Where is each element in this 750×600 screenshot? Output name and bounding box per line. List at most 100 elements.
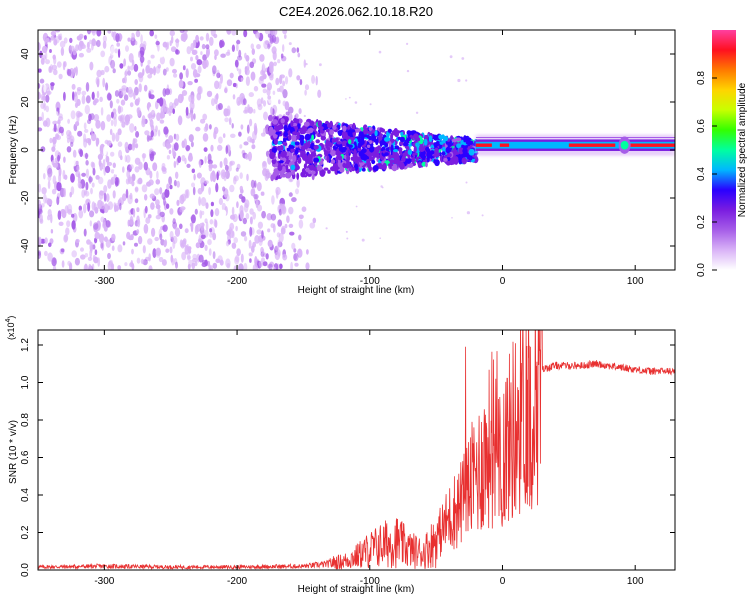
spectrogram-noise-blob — [38, 68, 42, 73]
spectrogram-band-blob — [275, 131, 282, 135]
spectrogram-noise-blob — [175, 261, 178, 269]
spectrogram-band-blob — [290, 148, 295, 153]
spectrogram-noise-blob — [83, 35, 87, 40]
spectrogram-band-blob — [327, 122, 333, 129]
spectrogram-noise-blob — [288, 192, 293, 197]
spectrogram-noise-blob — [196, 59, 203, 66]
spectrogram-noise-blob — [256, 44, 261, 50]
spectrogram-noise-blob — [267, 239, 273, 248]
spectrogram-noise-blob — [85, 168, 89, 179]
spectrogram-sparse-dot — [465, 79, 468, 82]
spectrogram-noise-blob — [44, 250, 48, 257]
spectrogram-noise-blob — [67, 260, 71, 266]
spectrogram-noise-blob — [172, 68, 177, 74]
spectrogram-noise-blob — [261, 83, 267, 88]
spectrogram-noise-blob — [157, 64, 161, 69]
spectrogram-noise-blob — [109, 128, 113, 136]
colorbar-axis: 0.0 0.2 0.4 0.6 0.8 — [696, 71, 717, 277]
spectrogram-noise-blob — [90, 187, 93, 195]
spectrogram-noise-blob — [251, 144, 256, 150]
snr-y-tick-label: 0.8 — [20, 413, 31, 427]
spectrogram-noise-blob — [201, 222, 205, 229]
spectrogram-noise-blob — [194, 78, 199, 83]
spectrogram-noise-blob — [251, 48, 255, 55]
spectrogram-noise-blob — [124, 70, 128, 77]
spectrogram-noise-blob — [49, 238, 54, 245]
spectrogram-noise-blob — [150, 54, 155, 59]
spectrogram-band-blob — [296, 172, 300, 180]
spectrogram-noise-blob — [262, 88, 267, 94]
spectrogram-noise-blob — [125, 45, 129, 52]
spectrogram-noise-blob — [125, 120, 129, 126]
spectrogram-band-blob — [407, 149, 413, 155]
spectrogram-band-blob — [350, 129, 356, 133]
spectrogram-noise-blob — [38, 127, 43, 132]
spectrogram-noise-blob — [155, 199, 160, 206]
spectrogram-noise-blob — [249, 61, 255, 69]
spectrogram-noise-blob — [168, 135, 174, 144]
spectrogram-noise-blob — [127, 37, 131, 42]
spectrogram-noise-blob — [70, 141, 74, 147]
spectrogram-band-blob — [453, 156, 459, 163]
spectrogram-noise-blob — [136, 257, 141, 264]
spectrogram-noise-blob — [98, 233, 105, 244]
spectrogram-noise-blob — [90, 161, 95, 168]
spectrogram-band-blob — [304, 135, 311, 141]
spectrogram-band-blob — [319, 170, 323, 175]
spectrogram-noise-blob — [256, 229, 263, 235]
spectrogram-band-blob — [352, 122, 356, 130]
spectrogram-heatmap — [38, 30, 675, 270]
spectrogram-noise-blob — [202, 113, 208, 121]
spectrogram-noise-blob — [190, 214, 196, 224]
spectrogram-noise-blob — [103, 236, 108, 242]
spectrogram-noise-blob — [111, 31, 115, 38]
spectrogram-noise-blob — [47, 252, 53, 262]
spectrogram-noise-blob — [278, 263, 283, 270]
spectrogram-noise-blob — [252, 211, 256, 220]
spectrogram-noise-blob — [91, 38, 96, 47]
spectrogram-band-blob — [332, 125, 337, 130]
spectrogram-noise-blob — [141, 184, 148, 193]
spectrogram-noise-blob — [207, 239, 212, 246]
spectrogram-noise-blob — [71, 220, 76, 230]
spectrogram-band-blob — [268, 130, 274, 136]
spectrogram-noise-blob — [56, 196, 60, 206]
spectrogram-noise-blob — [117, 265, 122, 270]
spectrogram-noise-blob — [233, 265, 237, 270]
spectrogram-noise-blob — [153, 66, 156, 76]
spectrogram-noise-blob — [42, 120, 48, 127]
spectrogram-noise-blob — [231, 123, 234, 129]
spectrogram-noise-blob — [54, 111, 59, 120]
spectrogram-noise-blob — [276, 88, 281, 92]
spectrogram-noise-blob — [126, 170, 131, 179]
spectrogram-noise-blob — [194, 208, 198, 215]
spectrogram-noise-blob — [110, 119, 114, 127]
spectrogram-noise-blob — [233, 176, 237, 185]
spectrogram-noise-blob — [202, 54, 208, 61]
snr-x-tick-label: 100 — [627, 576, 644, 587]
snr-scale-close: ) — [6, 316, 16, 319]
carrier-peak-segment — [568, 143, 616, 147]
spectrogram-band-blob — [318, 126, 324, 130]
spectrogram-sparse-dot — [305, 62, 308, 66]
spectrogram-x-tick-label: 0 — [500, 276, 506, 287]
spectrogram-noise-blob — [244, 106, 248, 113]
snr-scale-label: (x104) — [5, 316, 16, 340]
spectrogram-noise-blob — [112, 190, 116, 199]
spectrogram-noise-blob — [231, 230, 235, 239]
spectrogram-noise-blob — [88, 263, 92, 270]
spectrogram-noise-blob — [244, 235, 248, 242]
spectrogram-noise-blob — [192, 257, 198, 263]
spectrogram-noise-blob — [58, 35, 62, 41]
spectrogram-noise-blob — [181, 251, 187, 261]
spectrogram-noise-blob — [94, 232, 101, 240]
spectrogram-noise-blob — [163, 126, 169, 135]
spectrogram-noise-blob — [122, 193, 127, 202]
spectrogram-noise-blob — [271, 46, 277, 55]
spectrogram-noise-blob — [175, 133, 180, 142]
spectrogram-noise-blob — [248, 239, 252, 249]
spectrogram-noise-blob — [100, 120, 106, 131]
spectrogram-noise-blob — [60, 248, 65, 253]
spectrogram-noise-blob — [267, 95, 272, 100]
spectrogram-noise-blob — [85, 152, 88, 160]
